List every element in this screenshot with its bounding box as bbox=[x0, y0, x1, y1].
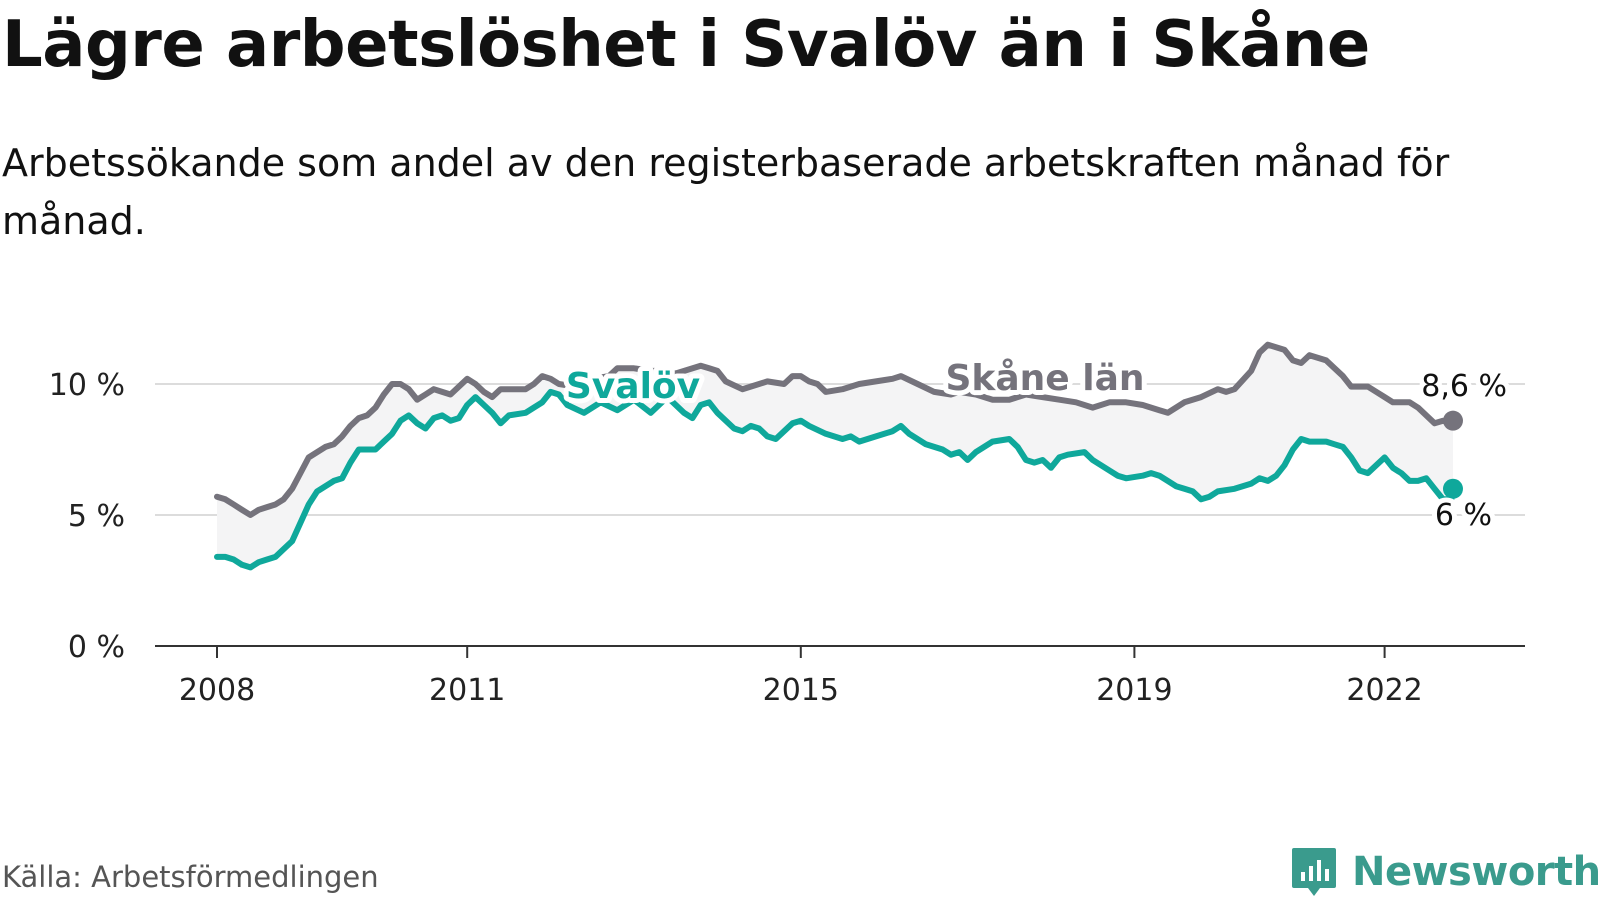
series-labels: Svalöv Skåne län 8,6 % 6 % bbox=[561, 353, 1512, 538]
y-tick-label: 0 % bbox=[68, 630, 125, 665]
series-lines bbox=[214, 341, 1463, 571]
chart-subtitle: Arbetssökande som andel av den registerb… bbox=[2, 141, 1450, 243]
brand-logo[interactable]: Newsworthy bbox=[1290, 842, 1600, 902]
end-label-svalov: 6 % bbox=[1435, 498, 1492, 533]
x-axis-ticks: 2008 2011 2015 2019 2022 bbox=[179, 646, 1423, 708]
source-note: Källa: Arbetsförmedlingen bbox=[2, 860, 379, 894]
y-axis-ticks: 0 % 5 % 10 % bbox=[49, 368, 125, 665]
newsworthy-logo-icon bbox=[1292, 848, 1336, 896]
x-tick-label: 2008 bbox=[179, 673, 255, 708]
x-tick-label: 2019 bbox=[1096, 673, 1172, 708]
series-label-skane: Skåne län bbox=[945, 358, 1144, 399]
y-tick-label: 5 % bbox=[68, 499, 125, 534]
end-dot-svalov bbox=[1442, 478, 1463, 499]
end-label-skane: 8,6 % bbox=[1421, 369, 1507, 404]
series-line-svalov bbox=[214, 388, 1456, 571]
chart-title: Lägre arbetslöshet i Svalöv än i Skåne bbox=[2, 8, 1370, 82]
end-dot-skane bbox=[1442, 410, 1463, 431]
y-tick-label: 10 % bbox=[49, 368, 125, 403]
x-tick-label: 2011 bbox=[429, 673, 505, 708]
series-label-svalov: Svalöv bbox=[566, 366, 700, 407]
x-tick-label: 2015 bbox=[763, 673, 839, 708]
brand-name: Newsworthy bbox=[1352, 849, 1600, 895]
difference-band bbox=[217, 344, 1453, 568]
series-line-skane bbox=[214, 341, 1456, 518]
x-tick-label: 2022 bbox=[1346, 673, 1422, 708]
